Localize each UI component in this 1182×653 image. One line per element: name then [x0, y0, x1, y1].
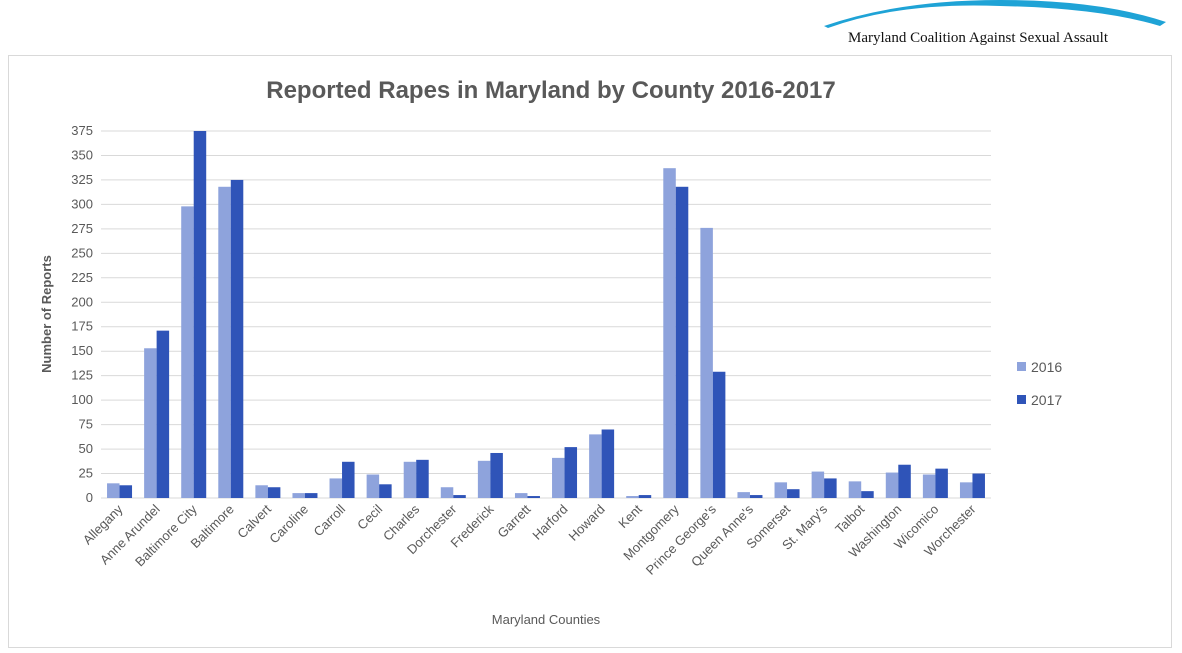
bar-2017-baltimore-city	[193, 131, 207, 498]
bar-2017-talbot	[861, 491, 874, 498]
bar-2017-wicomico	[935, 468, 948, 498]
x-tick-label: Cecil	[354, 501, 385, 532]
bar-2017-dorchester	[453, 495, 466, 498]
legend: 2016 2017	[1017, 359, 1062, 408]
org-name: Maryland Coalition Against Sexual Assaul…	[848, 30, 1108, 46]
x-tick-label: Garrett	[494, 501, 533, 540]
bar-2017-cecil	[379, 484, 392, 498]
y-tick-label: 25	[79, 466, 93, 481]
bar-2016-allegany	[107, 483, 120, 498]
y-tick-label: 0	[86, 490, 93, 505]
bar-2017-somerset	[787, 489, 800, 498]
bar-2016-montgomery	[663, 168, 676, 498]
bar-2017-st-mary-s	[824, 478, 837, 498]
x-tick-label: Howard	[565, 502, 607, 544]
x-tick-label: Kent	[615, 501, 645, 531]
bar-2016-kent	[626, 496, 639, 498]
bar-2016-talbot	[848, 481, 862, 498]
y-axis-title: Number of Reports	[39, 255, 54, 373]
bar-2016-washington	[885, 472, 899, 498]
bar-2016-howard	[589, 434, 602, 498]
bar-2016-wicomico	[922, 474, 936, 498]
x-tick-label: Carroll	[310, 501, 348, 539]
x-tick-label: Talbot	[832, 501, 867, 536]
y-tick-label: 200	[71, 294, 93, 309]
bar-2017-montgomery	[675, 186, 689, 498]
bar-2017-caroline	[304, 493, 318, 498]
bar-2016-somerset	[774, 482, 788, 498]
logo-swoosh	[824, 0, 1166, 28]
y-tick-label: 175	[71, 319, 93, 334]
bar-2016-worchester	[959, 482, 973, 498]
y-tick-label: 225	[71, 270, 93, 285]
bar-2017-prince-george-s	[712, 371, 726, 498]
chart: 0 25 50 75 100 125 150 175 200 225 250 275 300 325 350…	[39, 77, 1062, 627]
bar-2016-anne-arundel	[144, 348, 157, 498]
bar-2016-prince-george-s	[700, 227, 713, 498]
chart-frame: 0 25 50 75 100 125 150 175 200 225 250 275 300 325 350…	[8, 55, 1172, 648]
y-tick-label: 350	[71, 147, 93, 162]
legend-label-2016: 2016	[1031, 359, 1062, 375]
bar-2016-carroll	[329, 478, 343, 498]
bar-2017-allegany	[119, 485, 133, 498]
y-tick-label: 50	[79, 441, 93, 456]
bar-2016-dorchester	[440, 487, 454, 498]
bar-2017-kent	[638, 495, 652, 498]
bar-2017-calvert	[267, 487, 281, 498]
bar-2017-carroll	[342, 461, 355, 498]
bar-2017-anne-arundel	[156, 330, 170, 498]
y-tick-label: 75	[79, 417, 93, 432]
x-tick-label: Caroline	[266, 502, 311, 547]
bar-2016-st-mary-s	[811, 471, 825, 498]
y-tick-label: 125	[71, 368, 93, 383]
bar-2016-baltimore-city	[181, 206, 194, 498]
bar-2017-charles	[416, 459, 429, 498]
y-tick-label: 275	[71, 221, 93, 236]
y-tick-label: 250	[71, 245, 93, 260]
bar-2017-baltimore	[230, 179, 244, 498]
bar-2017-worchester	[972, 473, 985, 498]
bar-2017-garrett	[527, 496, 540, 498]
chart-title: Reported Rapes in Maryland by County 201…	[266, 77, 836, 104]
y-tick-label: 300	[71, 196, 93, 211]
bar-2016-charles	[403, 461, 417, 498]
bar-2017-howard	[601, 429, 615, 498]
y-tick-label: 150	[71, 343, 93, 358]
y-tick-labels: 0 25 50 75 100 125 150 175 200 225 250 275 300 325 350…	[71, 123, 93, 505]
bar-2017-frederick	[490, 452, 503, 498]
bar-2016-queen-anne-s	[737, 492, 750, 498]
bar-2016-calvert	[255, 485, 268, 498]
bar-2017-washington	[898, 464, 911, 498]
x-tick-label: Harford	[529, 502, 570, 543]
bar-2016-harford	[552, 457, 565, 498]
y-tick-label: 375	[71, 123, 93, 138]
legend-swatch-2016	[1017, 362, 1026, 371]
gridlines	[101, 130, 991, 499]
bar-2016-caroline	[292, 493, 305, 498]
bars	[107, 131, 985, 498]
y-tick-label: 325	[71, 172, 93, 187]
x-axis-title: Maryland Counties	[492, 612, 601, 627]
bar-2016-baltimore	[218, 186, 231, 498]
bar-2016-frederick	[477, 460, 491, 498]
bar-2017-harford	[564, 447, 578, 498]
legend-swatch-2017	[1017, 395, 1026, 404]
legend-label-2017: 2017	[1031, 392, 1062, 408]
y-tick-label: 100	[71, 392, 93, 407]
bar-2016-garrett	[514, 493, 528, 498]
bar-2017-queen-anne-s	[749, 495, 763, 498]
bar-2016-cecil	[366, 474, 380, 498]
